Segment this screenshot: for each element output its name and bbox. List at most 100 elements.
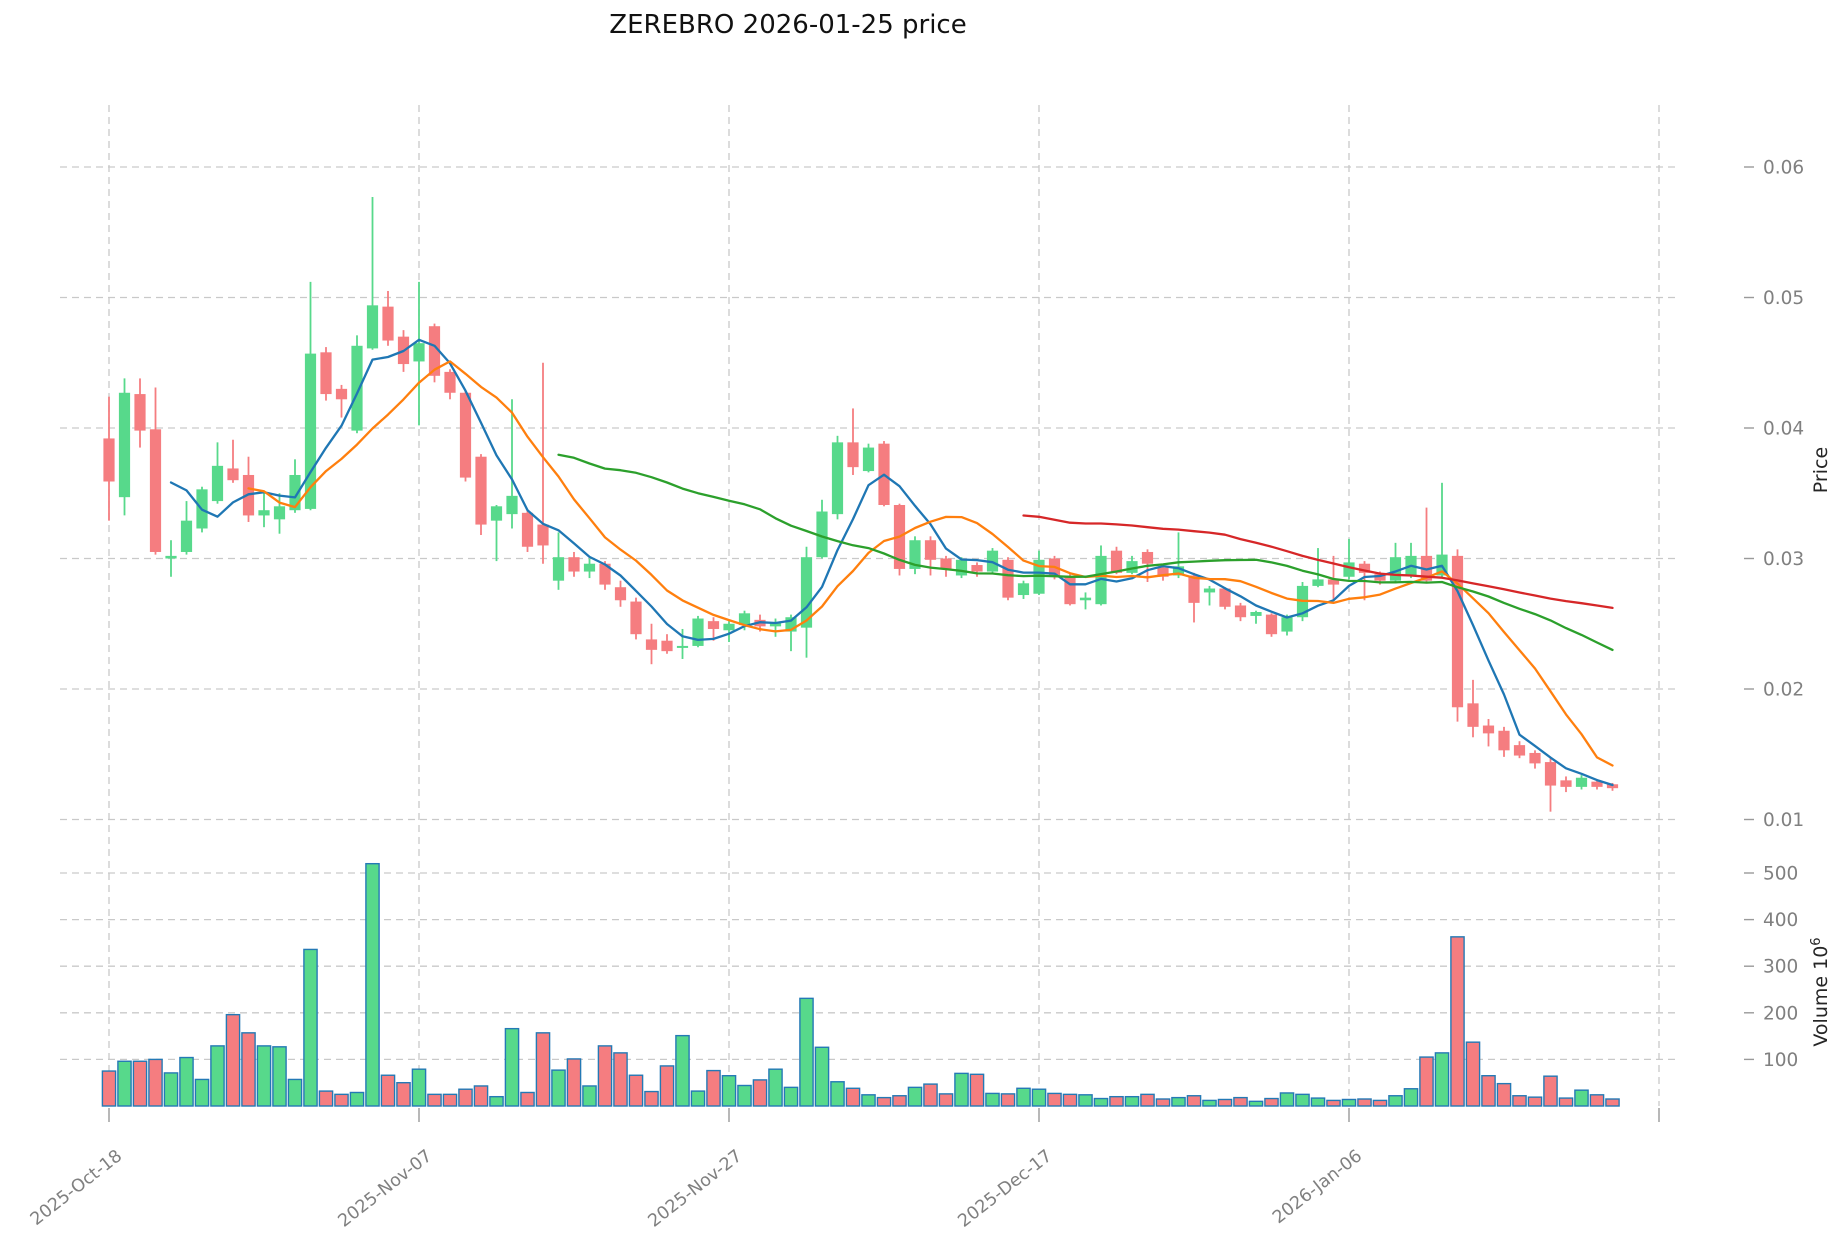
volume-bar [861, 1094, 876, 1107]
candle-body [320, 352, 332, 395]
candle-body [816, 511, 828, 558]
candle-body [1591, 781, 1603, 787]
volume-tick-label: 300 [1763, 957, 1798, 978]
candle-body [335, 388, 348, 400]
volume-bar [1589, 1094, 1605, 1107]
candle-body [1281, 617, 1293, 632]
volume-bar [148, 1058, 163, 1107]
candle-body [738, 613, 751, 626]
candle-body [1513, 745, 1526, 756]
volume-bar [1341, 1098, 1357, 1107]
candle-body [1079, 597, 1092, 601]
candle-body [1544, 762, 1557, 786]
candle-body [134, 394, 146, 431]
mav10-line [247, 360, 1614, 767]
volume-bar [1434, 1052, 1450, 1107]
candle-body [428, 326, 441, 376]
price-tick-label: 0.05 [1763, 288, 1804, 309]
volume-bar [1512, 1095, 1527, 1107]
candle-body [1188, 575, 1200, 603]
volume-bar [1047, 1092, 1062, 1107]
candle-body [723, 623, 735, 631]
candle-body [1172, 566, 1185, 576]
mav5-line [169, 338, 1614, 787]
candle-body [304, 353, 317, 509]
volume-bar [101, 1070, 117, 1107]
candle-body [1606, 784, 1619, 789]
volume-bar [923, 1083, 938, 1107]
volume-bar [256, 1045, 272, 1107]
volume-bar [132, 1060, 148, 1107]
price-tick-label: 0.03 [1763, 549, 1804, 570]
x-tick-label: 2025-Nov-27 [645, 1146, 746, 1231]
candle-body [211, 465, 224, 502]
mav60-line [1022, 514, 1614, 610]
volume-bar [1388, 1095, 1403, 1107]
candle-body [785, 617, 797, 632]
price-axis-label: Price [1810, 447, 1832, 493]
price-tick-label: 0.02 [1763, 680, 1804, 701]
candle-body [614, 587, 627, 601]
volume-bar [163, 1072, 179, 1107]
candle-body [149, 429, 162, 552]
volume-bar [1016, 1087, 1031, 1107]
candle-body [924, 540, 937, 560]
volume-bar [938, 1093, 954, 1107]
volume-bar [969, 1073, 985, 1107]
volume-bar [582, 1085, 597, 1107]
mav30-line [557, 453, 1614, 652]
candle-body [599, 563, 611, 585]
candle-body [1420, 555, 1433, 581]
volume-bar [1326, 1099, 1341, 1107]
candle-body [444, 371, 456, 393]
volume-bar [830, 1081, 845, 1107]
volume-bar [799, 997, 814, 1107]
volume-bar [721, 1075, 737, 1107]
candle-body [180, 520, 193, 552]
volume-bar [210, 1045, 225, 1107]
candle-body [1560, 780, 1572, 787]
candle-body [692, 618, 704, 646]
candle-body [583, 563, 596, 572]
candle-body [382, 306, 394, 341]
candle-body [165, 555, 177, 559]
volume-bar [1217, 1098, 1233, 1107]
candle-body [1110, 550, 1123, 573]
price-tick-label: 0.04 [1763, 419, 1804, 440]
candle-body [1343, 562, 1355, 577]
volume-bar [1202, 1099, 1217, 1107]
volume-bar [1496, 1082, 1512, 1107]
candle-body [1126, 561, 1138, 573]
volume-bar [1155, 1098, 1171, 1107]
candle-body [1389, 557, 1402, 581]
volume-bar [1543, 1075, 1558, 1107]
volume-bar [644, 1090, 659, 1107]
volume-bar [814, 1046, 830, 1107]
volume-bar [675, 1034, 690, 1107]
volume-bar [334, 1093, 349, 1107]
candle-body [1358, 563, 1371, 573]
candle-body [1451, 555, 1464, 708]
x-tick-label: 2025-Oct-18 [27, 1146, 126, 1230]
volume-bar [1450, 936, 1465, 1107]
volume-bar [489, 1095, 504, 1107]
volume-bar [706, 1069, 721, 1107]
candle-body [1327, 579, 1340, 585]
candle-body [351, 345, 363, 431]
volume-bar [272, 1046, 287, 1107]
volume-bar [1264, 1097, 1279, 1107]
candle-body [552, 557, 565, 581]
candle-body [568, 557, 580, 572]
volume-bar [1062, 1093, 1078, 1107]
x-tick-label: 2025-Nov-07 [335, 1146, 436, 1231]
candle-body [1017, 583, 1030, 596]
volume-bar [1248, 1100, 1264, 1107]
candle-body [490, 506, 503, 521]
volume-bar [1279, 1092, 1295, 1107]
candle-body [645, 639, 658, 650]
volume-bar [535, 1032, 551, 1107]
volume-bar [1140, 1093, 1155, 1107]
volume-bar [365, 862, 380, 1107]
volume-bar [1031, 1088, 1047, 1107]
